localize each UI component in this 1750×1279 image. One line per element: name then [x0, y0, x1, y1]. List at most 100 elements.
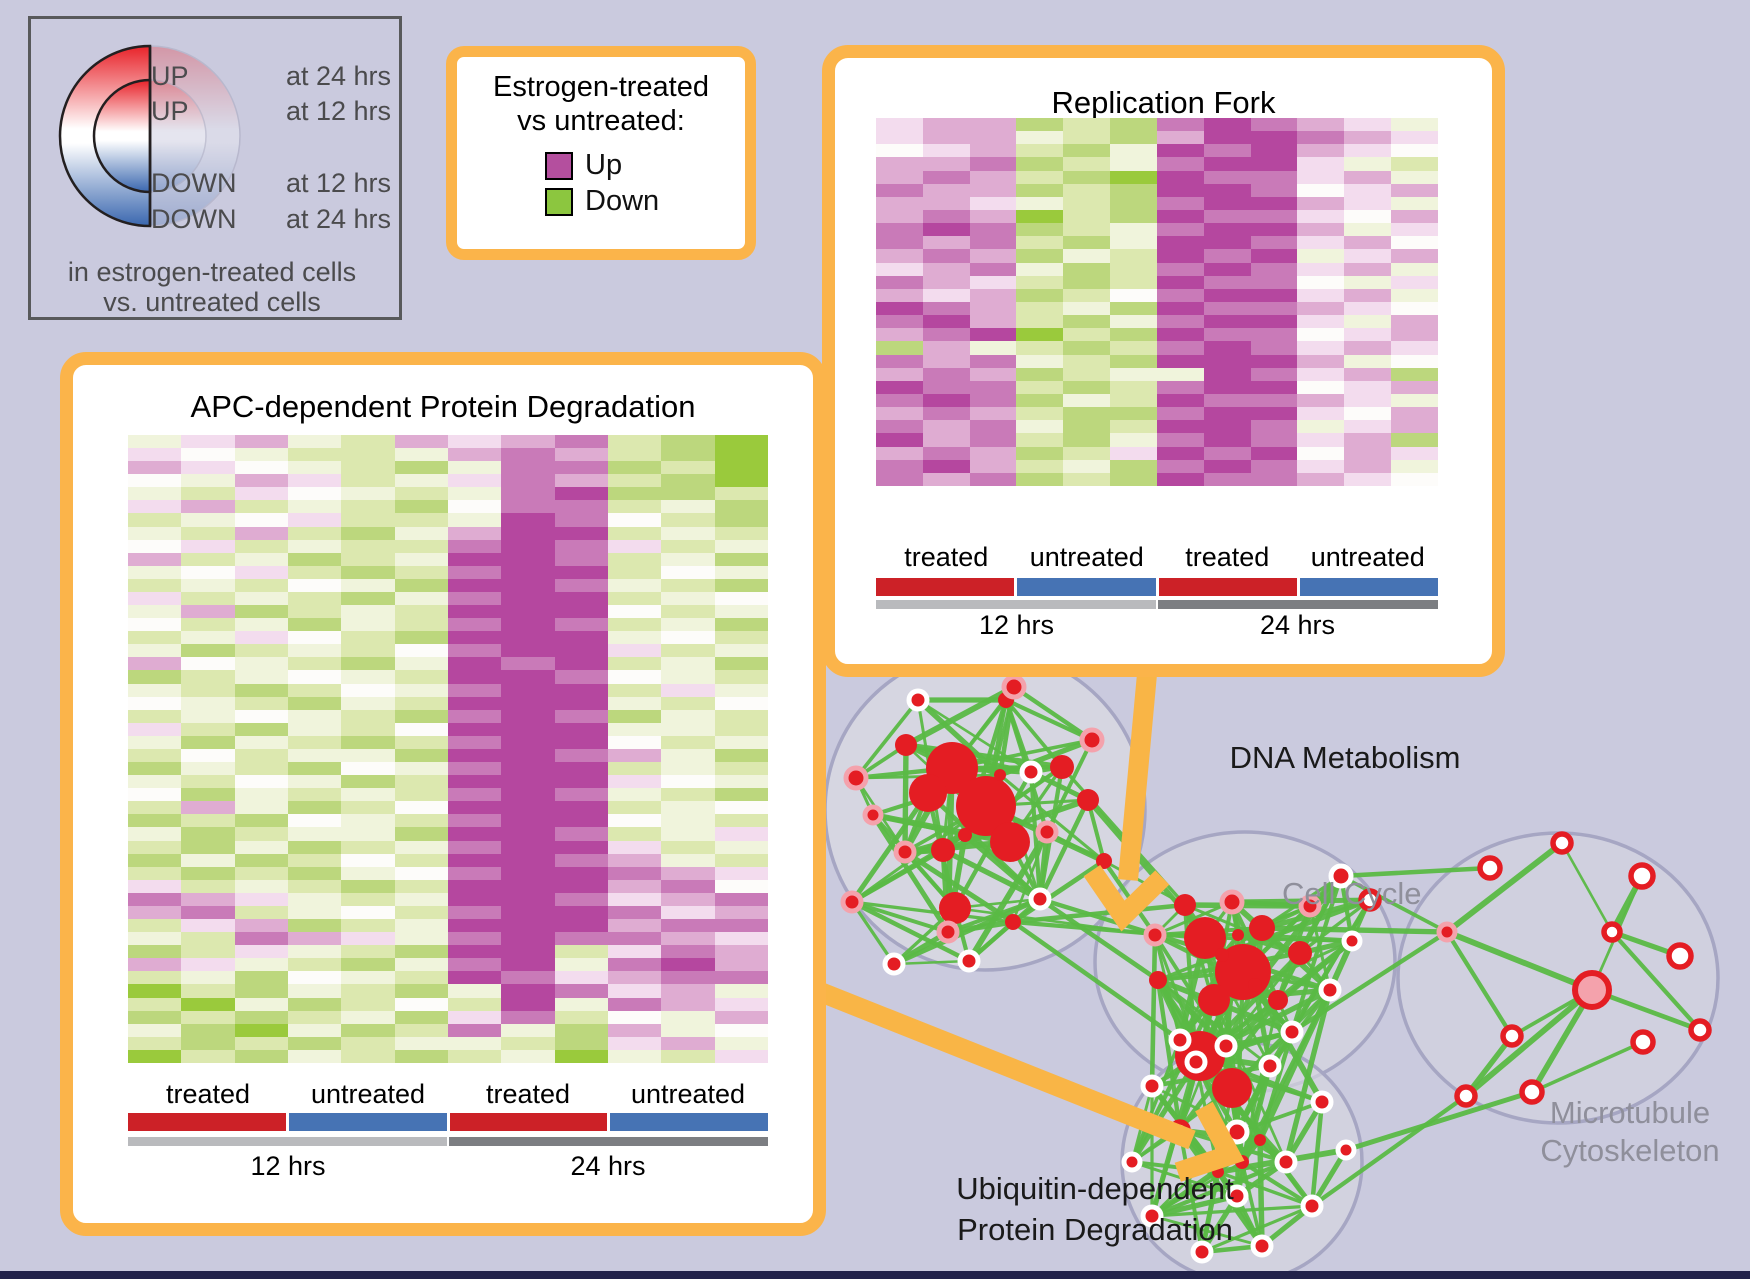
- heatmap-cell: [661, 670, 715, 684]
- condition-label: treated: [1185, 542, 1270, 572]
- heatmap-cell: [1063, 223, 1111, 237]
- ring-time-up12: at 12 hrs: [285, 96, 391, 126]
- heatmap-cell: [181, 814, 235, 828]
- heatmap-cell: [1203, 354, 1251, 368]
- heatmap-cell: [341, 932, 395, 946]
- heatmap-cell: [1203, 394, 1251, 408]
- heatmap-cell: [287, 539, 342, 553]
- network-edge: [1194, 1060, 1288, 1164]
- heatmap-cell: [1250, 407, 1298, 421]
- heatmap-cell: [341, 683, 395, 697]
- network-node: [1268, 990, 1288, 1010]
- heatmap-cell: [128, 578, 182, 592]
- microtubule-line-1: Microtubule: [1549, 1095, 1711, 1130]
- network-node: [882, 952, 906, 976]
- heatmap-cell: [1344, 288, 1392, 302]
- heatmap-cell: [661, 657, 715, 671]
- heatmap-cell: [1063, 183, 1111, 197]
- ring-row-up12: UP: [151, 96, 189, 127]
- heatmap-cell: [447, 605, 502, 619]
- heatmap-cell: [554, 448, 608, 462]
- ring-time-down12: at 12 hrs: [285, 168, 391, 198]
- heatmap-cell: [661, 1010, 715, 1024]
- heatmap-cell: [128, 1023, 182, 1037]
- heatmap-cell: [287, 958, 342, 972]
- heatmap-cell: [714, 827, 768, 841]
- heatmap-cell: [714, 552, 768, 566]
- heatmap-cell: [447, 565, 502, 579]
- heatmap-cell: [128, 670, 182, 684]
- heatmap-cell: [922, 131, 970, 145]
- heatmap-cell: [554, 1023, 608, 1037]
- network-edge: [893, 959, 970, 966]
- heatmap-cell: [1203, 118, 1251, 132]
- heatmap-cell: [1156, 302, 1204, 316]
- network-node: [1550, 831, 1574, 855]
- heatmap-cell: [341, 565, 395, 579]
- heatmap-cell: [1016, 302, 1064, 316]
- heatmap-cell: [181, 513, 235, 527]
- heatmap-cell: [714, 591, 768, 606]
- network-node: [1232, 929, 1244, 941]
- heatmap-cell: [969, 328, 1017, 342]
- heatmap-cell: [128, 866, 182, 880]
- network-edge: [966, 830, 1050, 963]
- down-color-swatch: [545, 188, 573, 216]
- condition-bar-segment: [876, 578, 1015, 596]
- heatmap-cell: [234, 945, 288, 959]
- heatmap-cell: [554, 971, 608, 985]
- heatmap-cell: [1391, 170, 1438, 184]
- heatmap-cell: [661, 801, 715, 815]
- condition-label: untreated: [630, 1079, 746, 1109]
- heatmap-cell: [394, 866, 448, 880]
- heatmap-cell: [181, 578, 235, 592]
- heatmap-cell: [501, 474, 555, 488]
- heatmap-cell: [969, 459, 1017, 473]
- heatmap-cell: [969, 354, 1017, 368]
- heatmap-cell: [501, 997, 555, 1011]
- heatmap-cell: [394, 932, 448, 946]
- heatmap-cell: [922, 183, 970, 197]
- network-node: [1341, 930, 1363, 952]
- heatmap-cell: [287, 1010, 342, 1024]
- heatmap-cell: [234, 892, 288, 906]
- heatmap-cell: [287, 526, 342, 540]
- heatmap-cell: [607, 657, 662, 671]
- heatmap-cell: [554, 866, 608, 880]
- network-edge: [1340, 874, 1448, 934]
- heatmap-cell: [1250, 394, 1298, 408]
- heatmap-cell: [714, 683, 768, 697]
- microtubule-line-2: Cytoskeleton: [1540, 1133, 1720, 1168]
- heatmap-cell: [287, 618, 342, 632]
- heatmap-cell: [501, 735, 555, 749]
- condition-bar-segment: [1299, 578, 1438, 596]
- network-edge: [1310, 1094, 1468, 1208]
- heatmap-cell: [1203, 472, 1251, 486]
- heatmap-cell: [181, 539, 235, 553]
- heatmap-cell: [714, 461, 768, 475]
- heatmap-cell: [341, 605, 395, 619]
- heatmap-cell: [1344, 157, 1392, 171]
- heatmap-cell: [501, 487, 555, 501]
- heatmap-cell: [969, 472, 1017, 486]
- heatmap-cell: [128, 853, 182, 867]
- heatmap-cell: [394, 748, 448, 763]
- heatmap-cell: [501, 840, 555, 854]
- heatmap-cell: [447, 474, 502, 488]
- network-node: [1601, 921, 1623, 943]
- heatmap-cell: [1250, 367, 1298, 381]
- heatmap-cell: [394, 905, 448, 920]
- network-node: [1288, 941, 1312, 965]
- heatmap-cell: [876, 249, 923, 263]
- heatmap-cell: [554, 644, 608, 658]
- up-color-swatch: [545, 152, 573, 180]
- heatmap-cell: [607, 618, 662, 632]
- heatmap-cell: [1156, 354, 1204, 368]
- heatmap-cell: [1203, 407, 1251, 421]
- heatmap-cell: [234, 971, 288, 985]
- heatmap-cell: [1250, 236, 1298, 250]
- heatmap-cell: [181, 722, 235, 736]
- heatmap-cell: [1110, 236, 1157, 250]
- heatmap-cell: [1063, 354, 1111, 368]
- heatmap-cell: [661, 565, 715, 579]
